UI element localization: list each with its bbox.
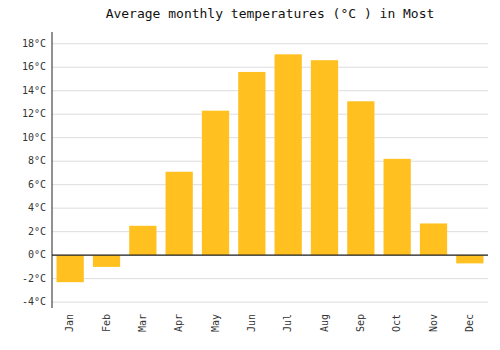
y-tick-label: 16°C <box>22 61 46 72</box>
grid-line <box>52 114 488 115</box>
y-tick-label: -4°C <box>22 296 46 307</box>
grid-line <box>52 302 488 303</box>
x-tick-label: May <box>210 314 221 332</box>
x-tick-label: Mar <box>137 314 148 332</box>
y-tick-label: 2°C <box>28 226 46 237</box>
bar <box>311 60 338 255</box>
grid-line <box>52 43 488 44</box>
x-tick-label: Nov <box>428 314 439 332</box>
grid-line <box>52 90 488 91</box>
grid <box>52 44 488 302</box>
bar <box>347 101 374 255</box>
y-tick-label: 0°C <box>28 249 46 260</box>
y-tick-label: 4°C <box>28 202 46 213</box>
x-tick-label: Sep <box>355 314 366 332</box>
grid-line <box>52 278 488 279</box>
bars <box>57 54 484 282</box>
chart-container: -4°C -2°C 0°C 2°C 4°C 6°C 8°C 10°C 12°C 14°C 16°C 1… <box>0 0 500 350</box>
grid-line <box>52 67 488 68</box>
chart: -4°C -2°C 0°C 2°C 4°C 6°C 8°C 10°C 12°C 14°C 16°C 1… <box>0 0 500 350</box>
x-tick-label: Aug <box>319 314 330 332</box>
y-tick-label: 8°C <box>28 155 46 166</box>
bar <box>275 54 302 255</box>
grid-line <box>52 161 488 162</box>
grid-line <box>52 208 488 209</box>
y-tick-label: 10°C <box>22 132 46 143</box>
bar <box>384 159 411 255</box>
bar <box>238 72 265 255</box>
bar <box>129 226 156 255</box>
grid-line <box>52 137 488 138</box>
x-tick-label: Jan <box>64 314 75 332</box>
title: Average monthly temperatures (°C ) in Mo… <box>106 6 435 21</box>
bar <box>456 255 483 263</box>
grid-line <box>52 184 488 185</box>
x-tick-label: Dec <box>464 314 475 332</box>
bar <box>202 111 229 255</box>
x-tick-label: Jun <box>246 314 257 332</box>
y-axis-line <box>52 32 53 308</box>
bar <box>420 223 447 255</box>
zero-line <box>52 255 488 256</box>
x-tick-label: Jul <box>282 314 293 332</box>
y-tick-label: 12°C <box>22 108 46 119</box>
y-tick-label: 6°C <box>28 179 46 190</box>
y-tick-label: 14°C <box>22 85 46 96</box>
bar <box>166 172 193 255</box>
x-tick-label: Apr <box>173 314 184 332</box>
x-tick-label: Oct <box>391 314 402 332</box>
bar <box>93 255 120 267</box>
y-tick-label: 18°C <box>22 38 46 49</box>
y-tick-label: -2°C <box>22 273 46 284</box>
bar <box>57 255 84 282</box>
grid-line <box>52 255 488 256</box>
x-tick-label: Feb <box>101 314 112 332</box>
